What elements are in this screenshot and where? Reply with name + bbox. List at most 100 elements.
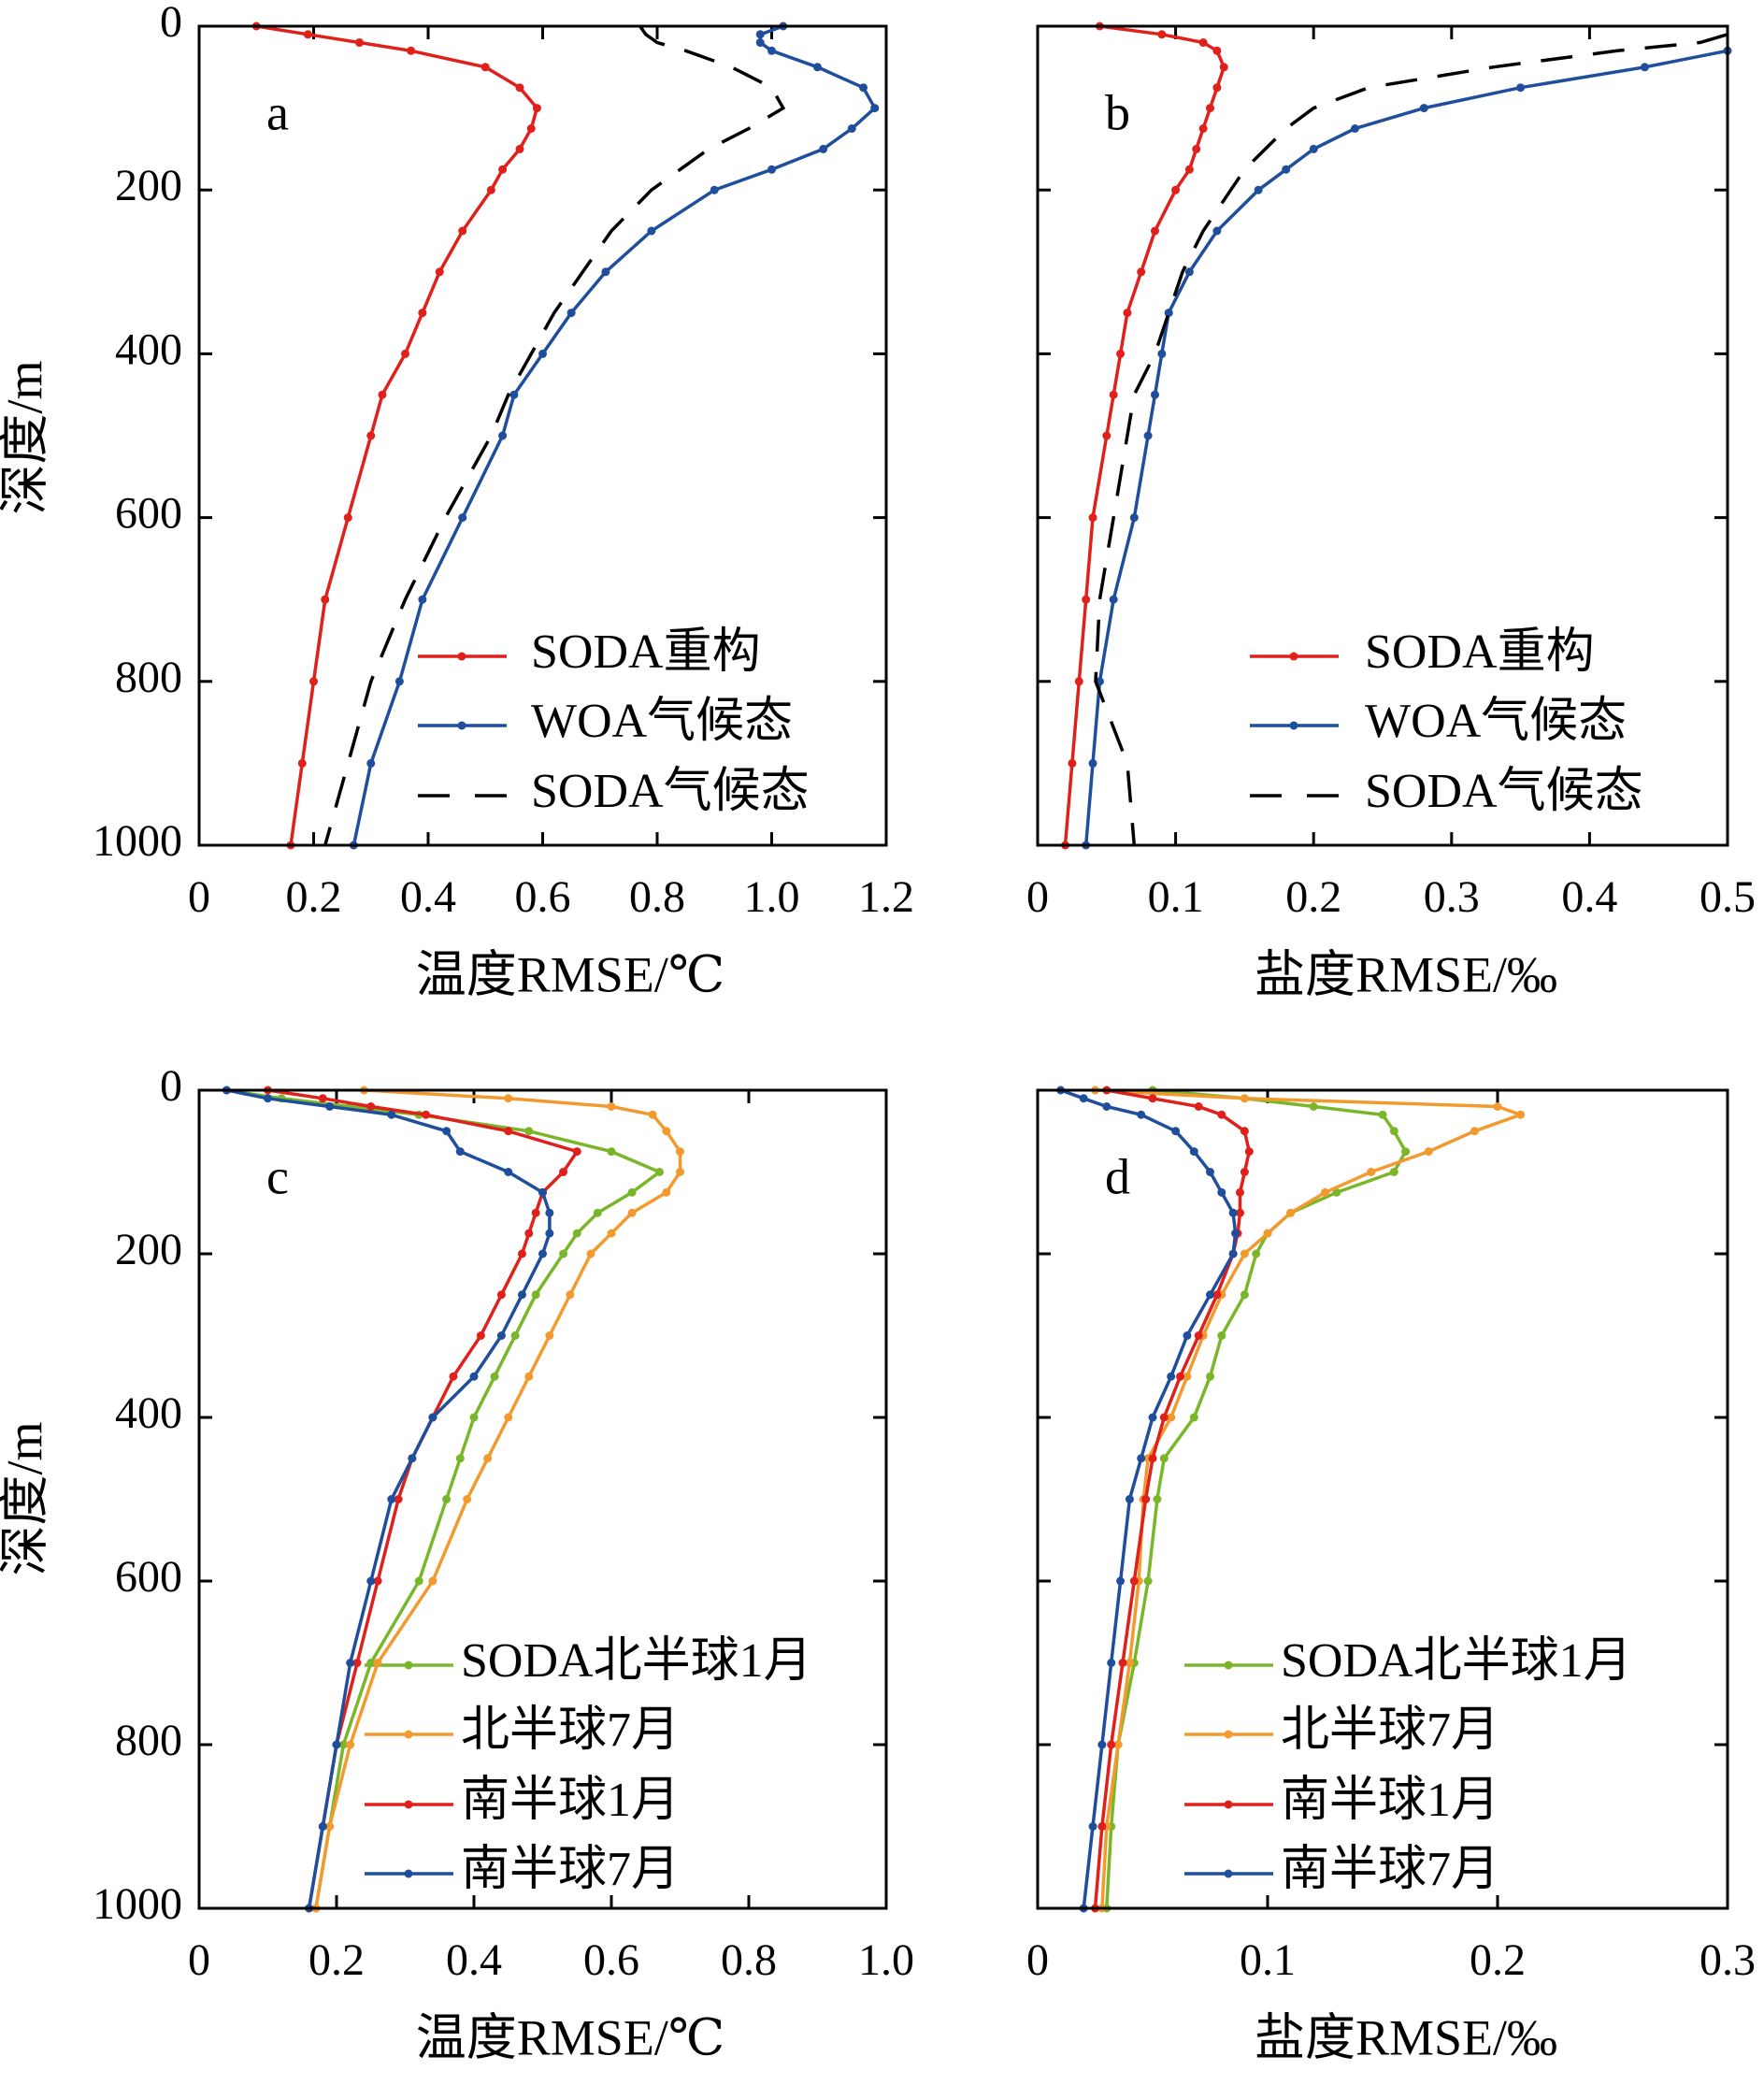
point (407, 46, 416, 55)
point (586, 1249, 595, 1258)
point (1183, 1331, 1192, 1340)
series-line (267, 1088, 581, 1909)
point (1244, 1147, 1254, 1157)
point (318, 1822, 327, 1831)
point (819, 144, 828, 153)
panel: 0 0.1 0.2 0.3 0.4 0.5 SODA重构 WOA气候态 SODA气候态 b 盐度RM… (1026, 22, 1756, 1002)
point (1159, 1454, 1169, 1463)
point (1254, 185, 1263, 194)
point (1206, 104, 1214, 113)
point (524, 1127, 534, 1136)
legend-label: 南半球7月 (461, 1843, 680, 1896)
point (1217, 1110, 1226, 1119)
point (1282, 165, 1291, 174)
x-tick-label: 0.4 (1561, 872, 1617, 922)
point (648, 1110, 657, 1119)
point (1129, 513, 1139, 523)
point (1157, 30, 1167, 39)
legend-marker (404, 1730, 413, 1739)
point (1079, 1094, 1088, 1103)
point (1212, 1290, 1222, 1300)
y-tick-label: 800 (115, 653, 182, 702)
point (1171, 1127, 1181, 1136)
legend-marker (1289, 721, 1298, 730)
point (1516, 1110, 1526, 1119)
point (1143, 1576, 1153, 1586)
point (442, 1495, 452, 1503)
point (498, 165, 508, 174)
x-axis-label: 温度RMSE/℃ (416, 2009, 724, 2065)
point (1184, 267, 1194, 277)
point (1125, 1495, 1134, 1503)
legend-label: SODA重构 (531, 626, 761, 679)
point (545, 1229, 554, 1238)
point (498, 431, 508, 440)
point (455, 1147, 465, 1157)
point (1157, 349, 1167, 358)
point (1116, 349, 1126, 358)
point (442, 1127, 452, 1136)
point (1419, 104, 1428, 113)
point (469, 1372, 479, 1381)
point (510, 1331, 520, 1340)
point (1125, 1659, 1134, 1667)
point (1159, 1413, 1169, 1422)
point (517, 1249, 526, 1258)
point (1309, 144, 1318, 153)
point (566, 1290, 575, 1300)
x-tick-label: 0.2 (1470, 1935, 1526, 1985)
x-tick-label: 0.3 (1699, 1935, 1756, 1985)
panel-label: d (1105, 1148, 1130, 1204)
legend-marker (457, 721, 466, 730)
legend-label: SODA气候态 (531, 765, 810, 818)
plot-frame (1036, 24, 1729, 847)
panel-label: b (1105, 84, 1130, 140)
point (355, 38, 364, 48)
legend-label: 北半球7月 (1281, 1704, 1499, 1757)
x-tick-label: 0.2 (286, 872, 342, 922)
point (373, 1659, 382, 1667)
point (469, 1413, 479, 1422)
point (607, 1229, 616, 1238)
point (662, 1187, 671, 1197)
point (366, 431, 376, 440)
point (1150, 390, 1159, 399)
x-tick-label: 1.2 (858, 872, 914, 922)
point (449, 1372, 458, 1381)
x-tick-label: 0.1 (1240, 1935, 1296, 1985)
point (486, 185, 495, 194)
point (1184, 165, 1194, 174)
point (1109, 390, 1118, 399)
point (1350, 124, 1359, 133)
point (517, 1290, 526, 1300)
point (1235, 1187, 1244, 1197)
point (1206, 1168, 1214, 1176)
point (504, 1127, 513, 1136)
point (1097, 1822, 1107, 1831)
series-line (351, 24, 878, 846)
x-tick-label: 0.4 (400, 872, 456, 922)
point (538, 1249, 547, 1258)
point (531, 1208, 540, 1217)
point (496, 1290, 506, 1300)
point (1137, 267, 1146, 277)
point (515, 144, 524, 153)
point (1217, 1187, 1226, 1197)
point (1367, 1168, 1376, 1176)
point (532, 104, 541, 113)
point (676, 1168, 684, 1176)
point (1240, 1249, 1249, 1258)
point (401, 349, 409, 358)
point (496, 1331, 506, 1340)
point (545, 1331, 554, 1340)
series-line (1105, 1088, 1408, 1909)
y-tick-label: 0 (160, 0, 182, 47)
point (1097, 1740, 1107, 1749)
point (378, 390, 387, 399)
point (847, 124, 856, 133)
point (1148, 1094, 1157, 1103)
point (325, 1822, 335, 1831)
point (559, 1249, 568, 1258)
point (1088, 513, 1097, 523)
plot-frame (197, 1088, 888, 1910)
